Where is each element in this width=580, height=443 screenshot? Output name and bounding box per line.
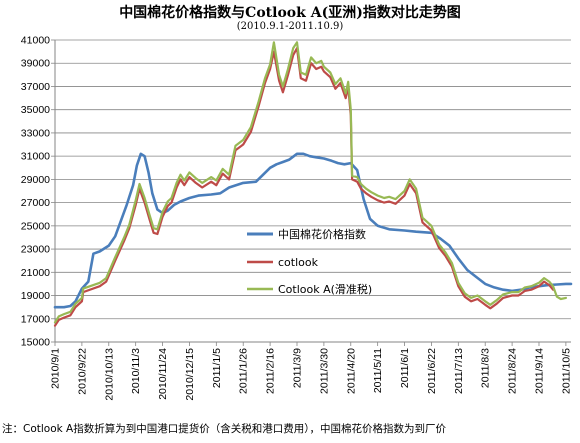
series-line-2	[53, 46, 555, 327]
y-tick-label: 23000	[21, 244, 50, 256]
series-lines	[53, 41, 573, 327]
legend-label: Cotlook A(滑准税)	[278, 282, 372, 296]
y-tick-label: 21000	[21, 267, 50, 279]
legend-label: 中国棉花价格指数	[278, 227, 366, 241]
y-tick-label: 17000	[21, 313, 50, 325]
series-line-1	[53, 152, 573, 309]
y-tick-label: 41000	[21, 35, 50, 47]
x-tick-label: 2011/7/13	[453, 348, 465, 394]
y-tick-label: 33000	[21, 127, 50, 139]
y-tick-label: 25000	[21, 220, 50, 232]
y-tick-label: 29000	[21, 174, 50, 186]
x-tick-label: 2010/10/13	[103, 348, 115, 401]
y-axis: 15000 17000 19000 21000 23000 25000 27000 29000…	[21, 35, 56, 349]
y-tick-label: 31000	[21, 151, 50, 163]
x-axis: 2010/9/1 2010/9/22 2010/10/13 2010/11/3 2010…	[50, 341, 572, 401]
y-tick-label: 19000	[21, 290, 50, 302]
x-tick-label: 2011/4/20	[345, 348, 357, 394]
x-tick-label: 2010/9/22	[76, 348, 88, 395]
chart-title: 中国棉花价格指数与Cotlook A(亚洲)指数对比走势图	[119, 5, 461, 21]
x-tick-label: 2010/9/1	[50, 348, 62, 389]
footnote: 注：Cotlook A指数折算为到中国港口提货价（含关税和港口费用），中国棉花价…	[2, 423, 446, 435]
x-tick-label: 2010/11/3	[130, 348, 142, 394]
y-tick-label: 37000	[21, 81, 50, 93]
y-tick-label: 35000	[21, 104, 50, 116]
x-tick-label: 2010/11/24	[157, 348, 169, 400]
x-tick-label: 2011/3/9	[291, 348, 303, 388]
x-tick-label: 2011/10/5	[560, 348, 572, 394]
chart-subtitle: (2010.9.1-2011.10.9)	[236, 21, 344, 32]
x-tick-label: 2011/1/5	[211, 348, 223, 388]
x-tick-label: 2011/6/1	[399, 348, 411, 388]
x-tick-label: 2011/9/14	[533, 348, 545, 394]
x-tick-label: 2011/8/24	[507, 348, 519, 394]
y-tick-label: 15000	[21, 337, 50, 349]
x-tick-label: 2011/3/30	[318, 348, 330, 394]
y-tick-label: 27000	[21, 197, 50, 209]
legend-label: cotlook	[278, 256, 319, 269]
y-tick-label: 39000	[21, 58, 50, 70]
x-tick-label: 2010/12/15	[184, 348, 196, 401]
legend: 中国棉花价格指数 cotlook Cotlook A(滑准税)	[247, 227, 372, 296]
series-line-3	[53, 41, 568, 324]
x-tick-label: 2011/8/3	[480, 348, 492, 388]
x-tick-label: 2011/2/16	[265, 348, 277, 394]
x-tick-label: 2011/5/11	[372, 348, 384, 393]
x-tick-label: 2011/1/26	[238, 348, 250, 394]
x-tick-label: 2011/6/22	[426, 348, 438, 394]
